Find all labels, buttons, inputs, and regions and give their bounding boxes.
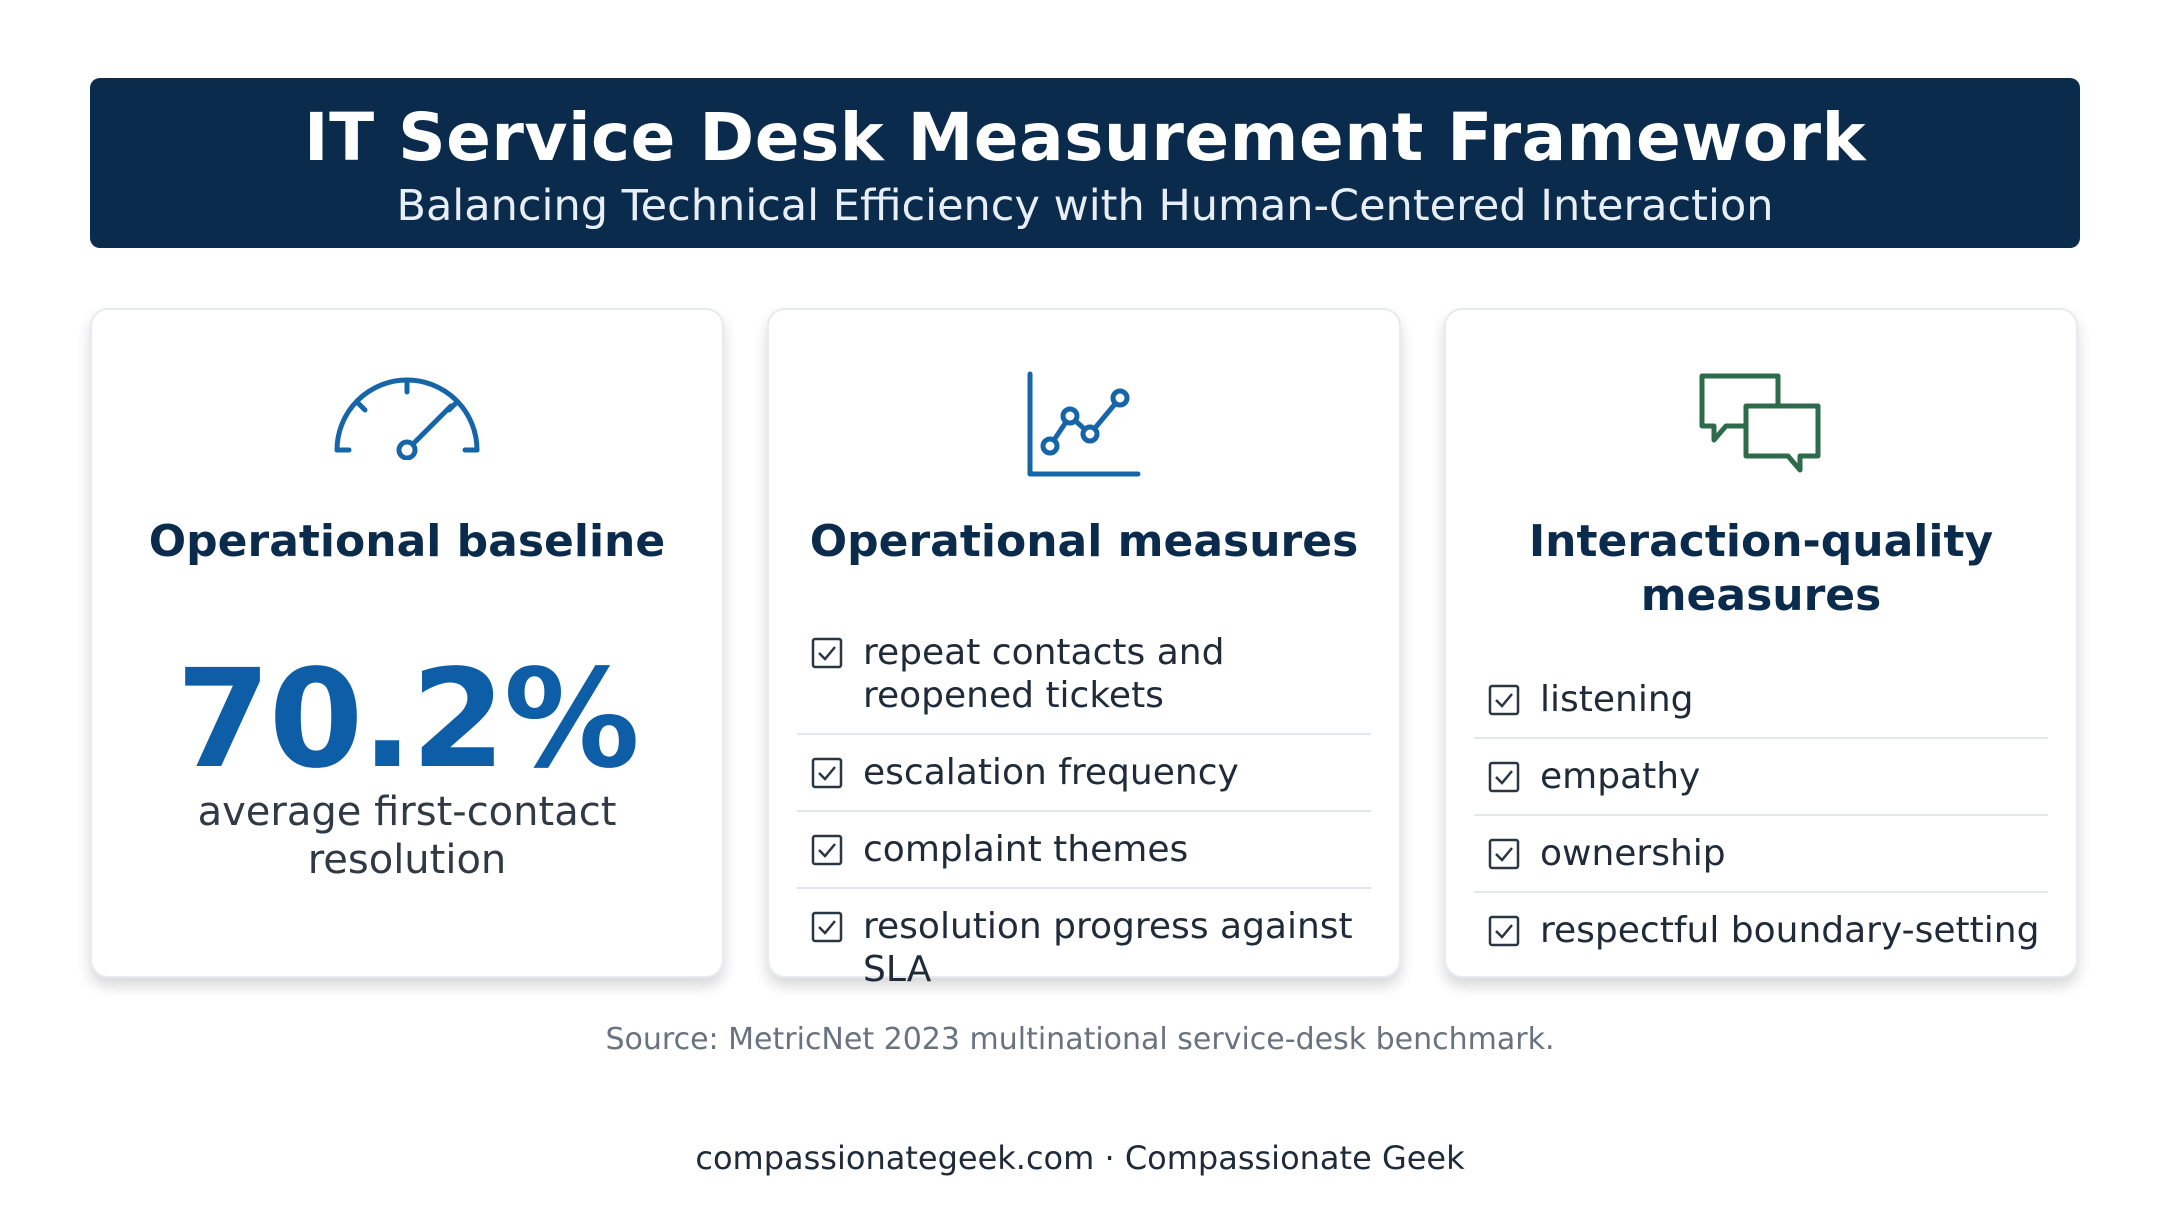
checkbox-icon — [1488, 761, 1520, 793]
card-heading: Operational measures — [809, 516, 1359, 567]
list-item: empathy — [1474, 739, 2048, 816]
page-subtitle: Balancing Technical Efficiency with Huma… — [396, 181, 1774, 231]
speedometer-icon — [327, 370, 487, 464]
list-item-text: resolution progress against SLA — [863, 906, 1353, 990]
card-heading: Interaction-quality measures — [1528, 516, 1994, 621]
checkbox-icon — [1488, 915, 1520, 947]
card-heading: Operational baseline — [148, 516, 666, 567]
line-chart-icon — [1024, 370, 1144, 484]
card-operational-measures: Operational measures repeat contacts and… — [767, 308, 1401, 990]
source-note: Source: MetricNet 2023 multinational ser… — [605, 1022, 1555, 1057]
list-item: repeat contacts and reopened tickets — [797, 615, 1371, 735]
list-item-text: empathy — [1540, 756, 1701, 797]
list-item: resolution progress against SLA — [797, 889, 1371, 1007]
list-item: ownership — [1474, 816, 2048, 893]
first-contact-resolution-value: 70.2% — [176, 641, 640, 799]
list-item-text: ownership — [1540, 833, 1726, 874]
stat-label: average first-contact resolution — [197, 789, 617, 883]
checkbox-icon — [811, 757, 843, 789]
title-banner: IT Service Desk Measurement Framework Ba… — [90, 78, 2080, 248]
list-item: listening — [1474, 662, 2048, 739]
operational-measures-list: repeat contacts and reopened tickets esc… — [797, 615, 1371, 1007]
checkbox-icon — [1488, 684, 1520, 716]
page-title: IT Service Desk Measurement Framework — [304, 99, 1866, 176]
checkbox-icon — [1488, 838, 1520, 870]
chat-bubbles-icon — [1696, 370, 1826, 484]
list-item: escalation frequency — [797, 735, 1371, 812]
list-item-text: repeat contacts and reopened tickets — [863, 632, 1225, 716]
checkbox-icon — [811, 834, 843, 866]
list-item-text: complaint themes — [863, 829, 1189, 870]
card-operational-baseline: Operational baseline 70.2% average first… — [90, 308, 724, 978]
checkbox-icon — [811, 911, 843, 943]
list-item: respectful boundary-setting — [1474, 893, 2048, 968]
footer-credit: compassionategeek.com · Compassionate Ge… — [695, 1139, 1465, 1177]
list-item-text: escalation frequency — [863, 752, 1239, 793]
list-item-text: respectful boundary-setting — [1540, 910, 2040, 951]
list-item-text: listening — [1540, 679, 1694, 720]
list-item: complaint themes — [797, 812, 1371, 889]
card-interaction-quality-measures: Interaction-quality measures listening e… — [1444, 308, 2078, 978]
checkbox-icon — [811, 637, 843, 669]
interaction-quality-list: listening empathy ownership respectful b… — [1474, 662, 2048, 968]
